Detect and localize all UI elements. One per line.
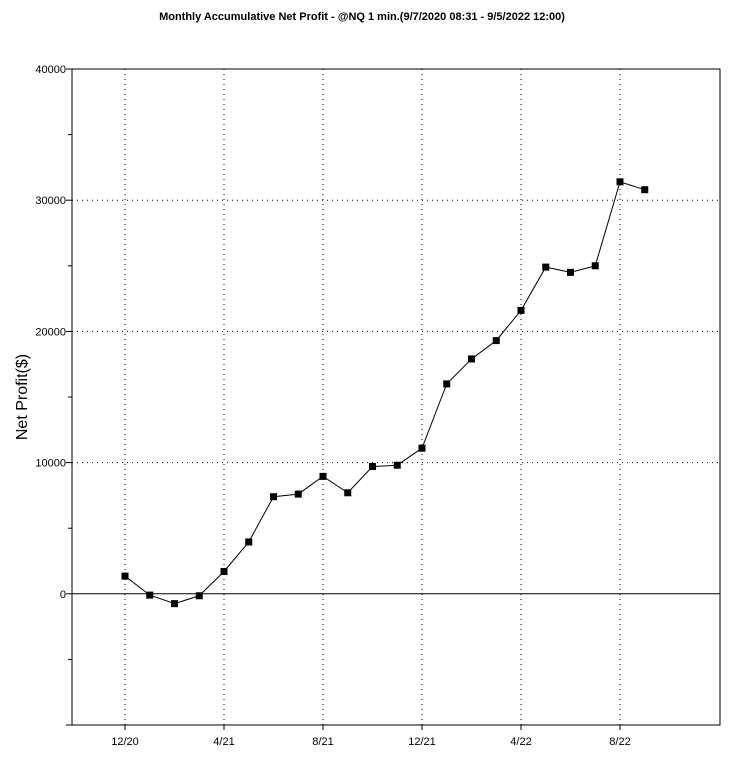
data-point-marker bbox=[344, 489, 352, 497]
data-point-marker bbox=[294, 490, 302, 498]
x-tick-label: 12/20 bbox=[111, 736, 139, 748]
data-point-marker bbox=[567, 268, 574, 276]
plot-frame bbox=[71, 68, 721, 726]
data-point-marker bbox=[443, 380, 451, 388]
x-tick-label: 8/21 bbox=[312, 736, 333, 748]
series bbox=[121, 178, 649, 608]
data-point-marker bbox=[517, 306, 525, 314]
data-point-marker bbox=[171, 600, 178, 608]
data-point-marker bbox=[492, 337, 500, 345]
x-tick-label: 12/21 bbox=[408, 736, 436, 748]
data-point-marker bbox=[641, 186, 649, 194]
y-tick-label: 40000 bbox=[35, 64, 66, 76]
data-point-marker bbox=[616, 178, 624, 186]
tick-labels: 40000 30000 20000 10000 0 12/20 4/21 8/21 12/21 4… bbox=[35, 64, 630, 748]
data-point-marker bbox=[195, 592, 203, 600]
axes bbox=[66, 68, 721, 730]
data-point-marker bbox=[591, 262, 599, 270]
data-point-marker bbox=[245, 538, 253, 546]
data-point-marker bbox=[369, 463, 376, 471]
data-point-marker bbox=[146, 591, 154, 599]
y-tick-label: 20000 bbox=[35, 326, 66, 338]
data-point-marker bbox=[121, 572, 129, 580]
data-point-marker bbox=[418, 444, 426, 452]
y-tick-label: 10000 bbox=[35, 458, 66, 470]
data-point-marker bbox=[393, 461, 401, 469]
data-point-marker bbox=[270, 493, 277, 501]
data-point-marker bbox=[542, 263, 550, 271]
data-point-marker bbox=[220, 567, 228, 575]
y-tick-label: 0 bbox=[60, 589, 66, 601]
y-axis-label: Net Profit($) bbox=[14, 354, 31, 440]
chart-title: Monthly Accumulative Net Profit - @NQ 1 … bbox=[159, 11, 565, 23]
y-tick-label: 30000 bbox=[35, 195, 66, 207]
data-point-marker bbox=[319, 472, 327, 480]
x-tick-label: 4/22 bbox=[510, 736, 531, 748]
x-tick-label: 4/21 bbox=[213, 736, 234, 748]
data-point-marker bbox=[468, 355, 475, 363]
grid-lines bbox=[72, 69, 720, 725]
x-tick-label: 8/22 bbox=[609, 736, 630, 748]
series-line bbox=[124, 181, 645, 605]
